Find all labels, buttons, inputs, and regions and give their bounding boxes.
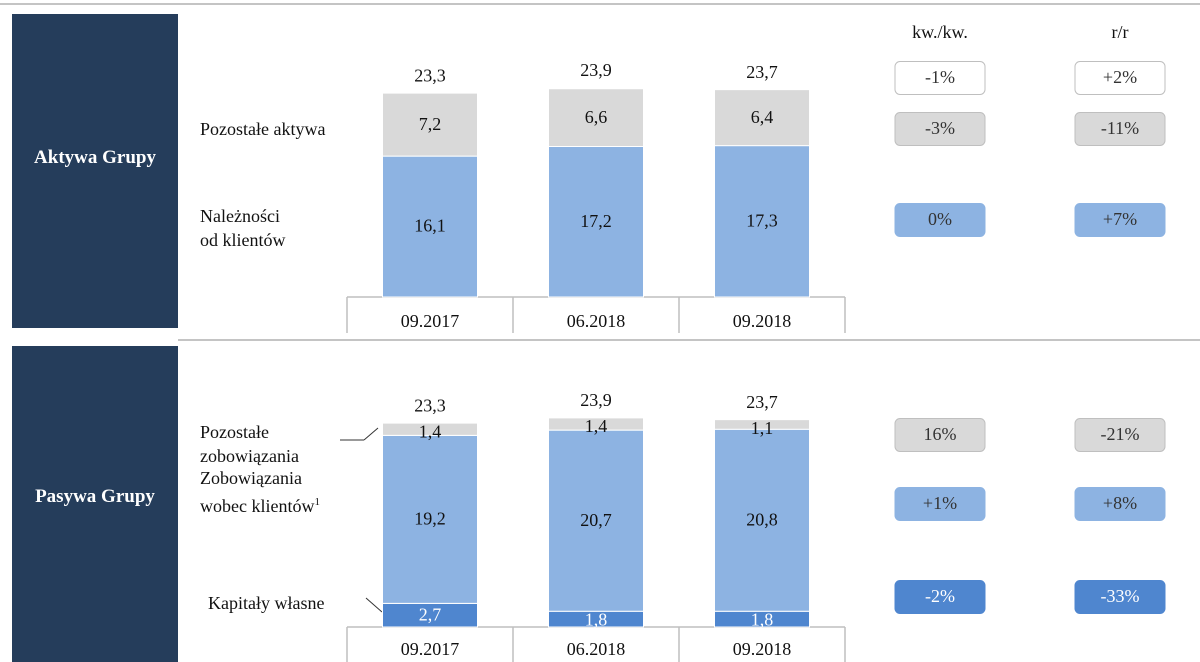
x-tick-label: 06.2018 — [567, 311, 626, 331]
bar-segment — [714, 419, 810, 430]
change-box — [1074, 418, 1166, 452]
series-label: Pozostałe aktywa — [200, 117, 325, 141]
data-label: 1,4 — [419, 421, 442, 441]
section-label: Aktywa Grupy — [34, 147, 156, 168]
change-label: 16% — [924, 424, 957, 444]
total-label: 23,9 — [580, 60, 612, 80]
data-label: 20,8 — [746, 509, 778, 529]
data-label: 1,8 — [585, 609, 608, 629]
x-tick-label: 09.2017 — [401, 311, 460, 331]
leader-line — [363, 427, 379, 441]
data-label: 6,6 — [585, 107, 608, 127]
change-box — [894, 203, 986, 237]
footnote-mark: 1 — [314, 496, 320, 508]
data-label: 17,2 — [580, 211, 612, 231]
change-label: -2% — [925, 586, 955, 606]
change-label: +1% — [923, 493, 957, 513]
change-box — [1074, 580, 1166, 614]
total-label: 23,3 — [414, 65, 446, 85]
data-label: 16,1 — [414, 216, 446, 236]
change-label: 0% — [928, 209, 952, 229]
data-label: 17,3 — [746, 210, 778, 230]
series-name: Kapitały własne — [208, 593, 325, 613]
change-label: -11% — [1101, 118, 1139, 138]
section-label: Pasywa Grupy — [35, 486, 155, 507]
total-label: 23,9 — [580, 390, 612, 410]
change-label: +8% — [1103, 493, 1137, 513]
change-box — [894, 487, 986, 521]
bar-segment — [714, 145, 810, 298]
series-label: Kapitały własne — [208, 591, 324, 615]
series-label: Należności od klientów — [200, 204, 300, 252]
change-box — [894, 61, 986, 95]
bar-segment — [548, 429, 644, 612]
x-tick-label: 09.2018 — [733, 639, 792, 659]
change-box — [1074, 61, 1166, 95]
change-label: -33% — [1101, 586, 1140, 606]
data-label: 20,7 — [580, 510, 612, 530]
change-label: -21% — [1101, 424, 1140, 444]
bar-segment — [382, 155, 478, 298]
data-label: 1,8 — [751, 609, 774, 629]
change-box — [1074, 487, 1166, 521]
x-tick-label: 09.2018 — [733, 311, 792, 331]
change-box — [1074, 112, 1166, 146]
leader-line — [365, 597, 383, 613]
data-label: 19,2 — [414, 509, 446, 529]
change-box — [894, 112, 986, 146]
x-tick-label: 06.2018 — [567, 639, 626, 659]
data-label: 6,4 — [751, 107, 774, 127]
bar-segment — [548, 88, 644, 147]
bar-segment — [382, 92, 478, 157]
bar-segment — [382, 422, 478, 436]
change-label: -1% — [925, 67, 955, 87]
series-name: Pozostałe zobowiązania — [200, 422, 299, 466]
bar-segment — [548, 146, 644, 298]
series-name: Pozostałe aktywa — [200, 119, 326, 139]
change-label: +7% — [1103, 209, 1137, 229]
total-label: 23,3 — [414, 395, 446, 415]
series-name: Zobowiązania wobec klientów — [200, 468, 315, 516]
column-header: r/r — [1112, 22, 1129, 42]
x-tick-label: 09.2017 — [401, 639, 460, 659]
series-label: Zobowiązania wobec klientów1 — [200, 466, 350, 518]
change-box — [894, 580, 986, 614]
column-header: kw./kw. — [912, 22, 968, 42]
series-label: Pozostałe zobowiązania — [200, 420, 310, 468]
data-label: 2,7 — [419, 604, 442, 624]
bar-segment — [548, 417, 644, 431]
change-label: +2% — [1103, 67, 1137, 87]
total-label: 23,7 — [746, 62, 778, 82]
series-name: Należności od klientów — [200, 206, 286, 250]
section-panel — [12, 346, 178, 662]
change-box — [1074, 203, 1166, 237]
data-label: 7,2 — [419, 114, 442, 134]
change-box — [894, 418, 986, 452]
bar-segment — [382, 434, 478, 604]
data-label: 1,4 — [585, 416, 608, 436]
total-label: 23,7 — [746, 392, 778, 412]
change-label: -3% — [925, 118, 955, 138]
bar-segment — [714, 89, 810, 147]
data-label: 1,1 — [751, 418, 774, 438]
section-panel — [12, 14, 178, 328]
